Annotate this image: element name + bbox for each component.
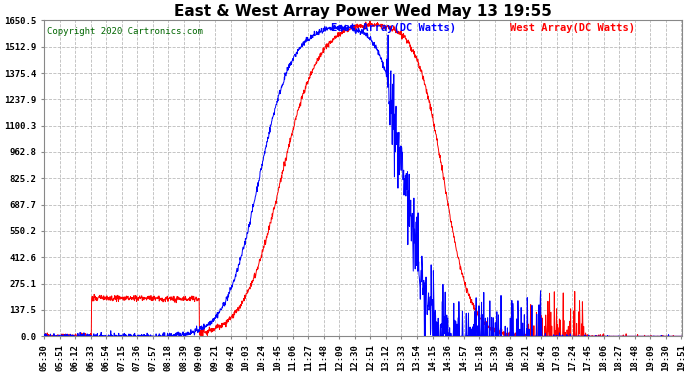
Title: East & West Array Power Wed May 13 19:55: East & West Array Power Wed May 13 19:55: [174, 4, 552, 19]
Text: Copyright 2020 Cartronics.com: Copyright 2020 Cartronics.com: [47, 27, 203, 36]
Text: East Array(DC Watts): East Array(DC Watts): [331, 24, 456, 33]
Text: West Array(DC Watts): West Array(DC Watts): [510, 24, 635, 33]
